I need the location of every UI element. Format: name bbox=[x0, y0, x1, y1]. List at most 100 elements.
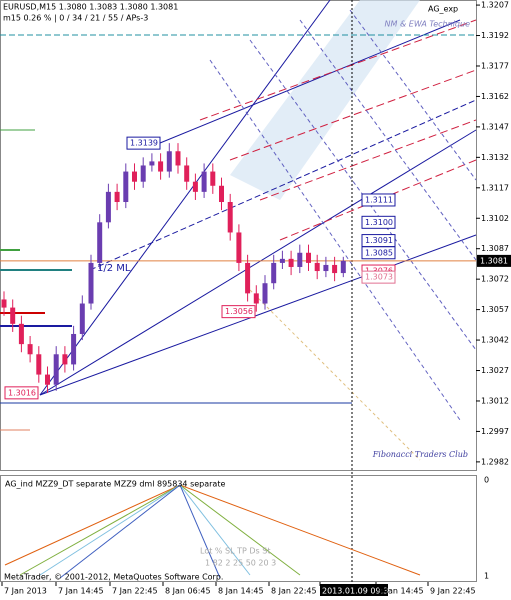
candle-body bbox=[27, 344, 33, 355]
stats-line: m15 0.26 % | 0 / 34 / 21 / 55 / APs-3 bbox=[3, 14, 148, 23]
candle-body bbox=[53, 354, 59, 385]
candle-body bbox=[314, 262, 320, 272]
x-tick-label: 9 Jan 22:45 bbox=[430, 587, 476, 596]
candle-body bbox=[97, 222, 103, 263]
candle-body bbox=[219, 185, 224, 203]
price-label: 1.3056 bbox=[225, 307, 253, 316]
candle-body bbox=[10, 307, 16, 324]
y-tick-label: 1.3132 bbox=[481, 153, 509, 162]
y-tick-label: 1.3192 bbox=[481, 31, 509, 40]
candle-body bbox=[62, 354, 68, 365]
candle-body bbox=[340, 260, 346, 274]
panel-values: 1 82 2 25 50 20 3 bbox=[205, 559, 276, 568]
price-label-box bbox=[361, 246, 396, 260]
candle-body bbox=[245, 262, 251, 294]
candle-body bbox=[271, 262, 277, 284]
fan-lines bbox=[0, 0, 477, 582]
candle-body bbox=[262, 283, 268, 304]
indicator-lines bbox=[4, 484, 421, 579]
y-tick-label: 1.3147 bbox=[481, 122, 509, 131]
indicator-tick: 1 bbox=[484, 572, 489, 581]
x-tick-label: 8 Jan 22:45 bbox=[271, 587, 317, 596]
median-line bbox=[39, 234, 477, 396]
candle-body bbox=[18, 323, 24, 345]
y-tick-label: 1.3177 bbox=[481, 61, 509, 70]
y-tick-label: 1.3117 bbox=[481, 183, 509, 192]
candle-body bbox=[227, 202, 233, 233]
candle-body bbox=[323, 264, 329, 272]
y-tick-label: 1.3027 bbox=[481, 366, 509, 375]
candle-body bbox=[184, 165, 190, 182]
candle-body bbox=[279, 258, 285, 263]
candle-body bbox=[79, 303, 85, 334]
candle-body bbox=[158, 161, 164, 172]
fan-line bbox=[39, 0, 331, 396]
candle-body bbox=[210, 171, 216, 186]
indicator-frame bbox=[0, 475, 477, 582]
indicator-title: AG_ind MZZ9_DT separate MZZ9 dml 895834 … bbox=[5, 480, 225, 489]
candle-body bbox=[297, 252, 303, 267]
candle-body bbox=[236, 232, 242, 263]
price-label-box bbox=[361, 193, 396, 207]
candle-body bbox=[288, 258, 294, 267]
y-tick-label: 1.3042 bbox=[481, 336, 509, 345]
candle-body bbox=[71, 333, 77, 365]
time-cursor-box bbox=[320, 584, 388, 596]
grid-fan bbox=[209, 59, 461, 421]
shaded-zone bbox=[230, 0, 420, 200]
price-label-box bbox=[4, 386, 39, 400]
red-line bbox=[229, 69, 477, 161]
candle-body bbox=[306, 252, 311, 263]
candle-body bbox=[140, 165, 146, 182]
price-label-box bbox=[361, 215, 396, 229]
candle-body bbox=[36, 354, 42, 375]
price-label-box bbox=[126, 136, 161, 150]
price-label: 1.3016 bbox=[8, 388, 36, 397]
y-tick-label: 1.3162 bbox=[481, 92, 509, 101]
price-label-box bbox=[361, 270, 396, 284]
candle-body bbox=[123, 171, 129, 203]
price-label: 1.3091 bbox=[365, 236, 393, 245]
price-label: 1.3100 bbox=[365, 218, 393, 227]
candle-body bbox=[132, 171, 137, 182]
indicator-tick: 0 bbox=[484, 476, 489, 485]
x-tick-label: 7 Jan 14:45 bbox=[58, 587, 104, 596]
candle-body bbox=[1, 299, 7, 308]
main-frame bbox=[0, 0, 477, 471]
fan-line bbox=[89, 99, 477, 271]
candle-body bbox=[149, 161, 155, 166]
fan-line bbox=[39, 129, 477, 396]
panel-header: Lot % SL TP Ds St bbox=[200, 547, 270, 556]
y-tick-label: 1.3102 bbox=[481, 214, 509, 223]
current-price-box bbox=[477, 254, 511, 267]
price-label: 1.3139 bbox=[130, 139, 158, 148]
x-tick-label: 9 Jan 14:45 bbox=[378, 587, 424, 596]
y-tick-label: 1.3012 bbox=[481, 396, 509, 405]
x-tick-label: 7 Jan 22:45 bbox=[112, 587, 158, 596]
candle-body bbox=[332, 264, 338, 274]
grid-fan bbox=[299, 19, 477, 261]
price-label: 1.3111 bbox=[365, 195, 393, 204]
grid-fan bbox=[349, 9, 477, 181]
candle-body bbox=[105, 191, 111, 223]
copyright: MetaTrader, © 2001-2012, MetaQuotes Soft… bbox=[4, 573, 223, 582]
y-tick-label: 1.2997 bbox=[481, 427, 509, 436]
club: Fibonacci Traders Club bbox=[372, 450, 468, 459]
price-label: 1.3085 bbox=[365, 248, 393, 257]
current-price: 1.3081 bbox=[480, 256, 508, 265]
x-tick-label: 8 Jan 06:45 bbox=[165, 587, 211, 596]
price-label-box bbox=[221, 305, 256, 319]
red-line bbox=[199, 19, 477, 121]
x-tick-label: 7 Jan 2013 bbox=[4, 587, 47, 596]
candle-body bbox=[166, 151, 172, 172]
candle-body bbox=[253, 293, 259, 304]
candle-body bbox=[88, 262, 94, 304]
grid-fan bbox=[249, 289, 421, 461]
red-line bbox=[259, 119, 477, 201]
y-tick-label: 1.2982 bbox=[481, 457, 509, 466]
expert-name: AG_exp bbox=[428, 5, 458, 14]
zigzag bbox=[59, 484, 221, 579]
x-tick-label: 2013.01.09 09:30 bbox=[322, 587, 393, 596]
